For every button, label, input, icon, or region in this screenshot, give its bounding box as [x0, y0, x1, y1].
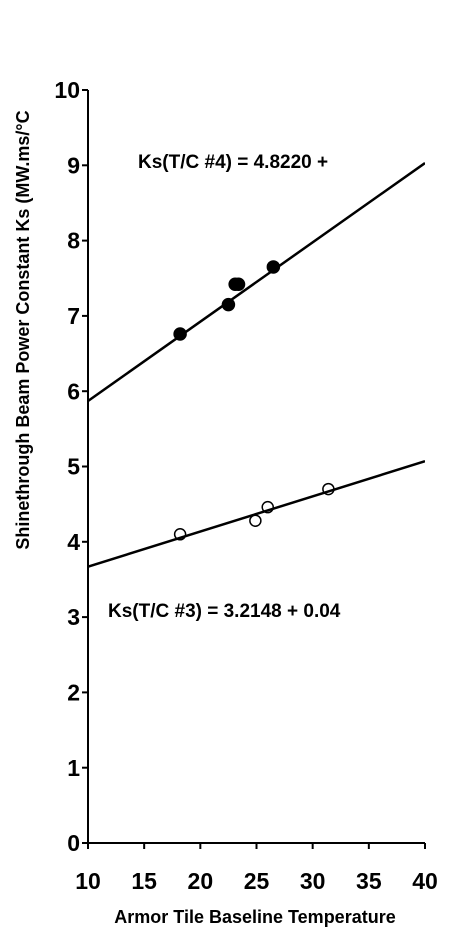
x-tick-label: 30	[300, 868, 326, 894]
annotation: Ks(T/C #4) = 4.8220 +	[138, 152, 328, 173]
y-tick-label: 1	[67, 755, 80, 781]
x-axis-label: Armor Tile Baseline Temperature	[114, 907, 395, 927]
x-tick-label: 25	[244, 868, 270, 894]
y-tick-label: 7	[67, 303, 80, 329]
y-tick-label: 5	[67, 454, 80, 480]
y-tick-label: 6	[67, 378, 80, 404]
data-point	[249, 514, 262, 527]
y-tick-label: 9	[67, 152, 80, 178]
plot-area: Ks(T/C #4) = 4.8220 + Ks(T/C #3) = 3.214…	[88, 152, 425, 622]
data-point	[231, 277, 246, 292]
y-tick-label: 3	[67, 604, 80, 630]
y-tick-label: 4	[67, 529, 80, 555]
y-tick-label: 8	[67, 228, 80, 254]
x-tick-label: 10	[75, 868, 101, 894]
fit-line	[88, 460, 425, 568]
x-tick-label: 15	[131, 868, 157, 894]
y-tick-label: 0	[67, 830, 80, 856]
x-tick-label: 20	[188, 868, 214, 894]
x-tick-label: 40	[412, 868, 438, 894]
y-tick-label: 10	[54, 77, 80, 103]
y-tick-label: 2	[67, 679, 80, 705]
x-tick-label: 35	[356, 868, 382, 894]
y-axis-label: Shinethrough Beam Power Constant Ks (MW.…	[13, 110, 33, 549]
fit-line	[88, 162, 425, 403]
annotation: Ks(T/C #3) = 3.2148 + 0.04	[108, 601, 341, 622]
